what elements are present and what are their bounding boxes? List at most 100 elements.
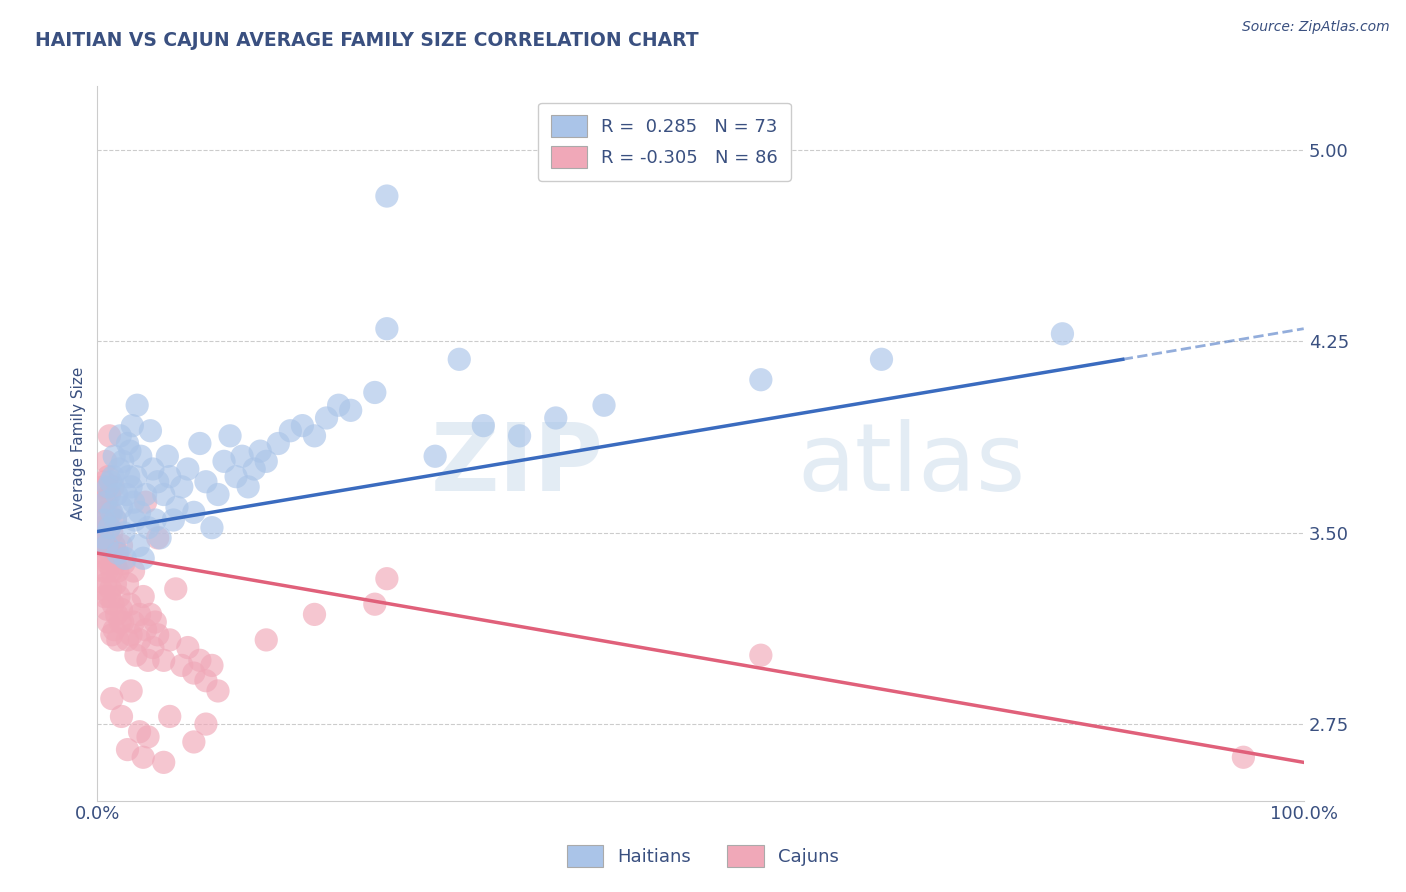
Point xyxy=(117,632,139,647)
Point xyxy=(125,648,148,663)
Point xyxy=(194,673,217,688)
Point xyxy=(146,475,169,489)
Point xyxy=(143,513,166,527)
Point xyxy=(94,495,117,509)
Legend: R =  0.285   N = 73, R = -0.305   N = 86: R = 0.285 N = 73, R = -0.305 N = 86 xyxy=(538,103,790,181)
Point xyxy=(291,418,314,433)
Point xyxy=(98,590,121,604)
Text: ZIP: ZIP xyxy=(432,419,605,511)
Point xyxy=(96,564,118,578)
Point xyxy=(165,582,187,596)
Point xyxy=(98,521,121,535)
Point xyxy=(120,480,142,494)
Point xyxy=(110,615,132,629)
Point xyxy=(112,525,135,540)
Point xyxy=(101,505,124,519)
Point xyxy=(122,495,145,509)
Point xyxy=(243,462,266,476)
Point xyxy=(142,462,165,476)
Point xyxy=(124,513,146,527)
Point xyxy=(304,429,326,443)
Point xyxy=(96,495,118,509)
Point xyxy=(544,411,567,425)
Point xyxy=(870,352,893,367)
Point xyxy=(96,539,118,553)
Point xyxy=(201,658,224,673)
Point xyxy=(339,403,361,417)
Point xyxy=(254,632,277,647)
Point xyxy=(188,436,211,450)
Point xyxy=(108,462,131,476)
Point xyxy=(128,724,150,739)
Point xyxy=(101,597,124,611)
Point xyxy=(101,480,124,494)
Point xyxy=(110,602,132,616)
Point xyxy=(128,632,150,647)
Point xyxy=(98,521,121,535)
Point xyxy=(100,475,122,489)
Point xyxy=(183,735,205,749)
Point xyxy=(104,557,127,571)
Point xyxy=(112,557,135,571)
Point xyxy=(139,607,162,622)
Legend: Haitians, Cajuns: Haitians, Cajuns xyxy=(560,838,846,874)
Point xyxy=(135,495,157,509)
Point xyxy=(183,666,205,681)
Point xyxy=(236,480,259,494)
Point xyxy=(100,582,122,596)
Point xyxy=(101,525,124,540)
Point xyxy=(100,505,122,519)
Point xyxy=(156,449,179,463)
Point xyxy=(136,653,159,667)
Point xyxy=(96,539,118,553)
Point xyxy=(472,418,495,433)
Point xyxy=(93,564,115,578)
Point xyxy=(93,531,115,545)
Point xyxy=(104,513,127,527)
Point xyxy=(103,623,125,637)
Point xyxy=(328,398,350,412)
Point xyxy=(94,513,117,527)
Point xyxy=(127,539,149,553)
Point xyxy=(110,500,132,515)
Point xyxy=(97,469,120,483)
Point xyxy=(94,576,117,591)
Point xyxy=(97,557,120,571)
Point xyxy=(364,597,387,611)
Point xyxy=(231,449,253,463)
Point xyxy=(159,632,181,647)
Point xyxy=(170,480,193,494)
Point xyxy=(315,411,337,425)
Point xyxy=(135,487,157,501)
Point xyxy=(89,539,111,553)
Point xyxy=(139,424,162,438)
Point xyxy=(97,480,120,494)
Point xyxy=(212,454,235,468)
Point xyxy=(101,691,124,706)
Point xyxy=(593,398,616,412)
Point xyxy=(91,525,114,540)
Point xyxy=(304,607,326,622)
Point xyxy=(142,640,165,655)
Point xyxy=(93,480,115,494)
Point xyxy=(225,469,247,483)
Point xyxy=(105,546,128,560)
Point xyxy=(97,615,120,629)
Point xyxy=(146,531,169,545)
Point xyxy=(128,607,150,622)
Point xyxy=(129,449,152,463)
Point xyxy=(128,505,150,519)
Point xyxy=(132,551,155,566)
Point xyxy=(118,469,141,483)
Point xyxy=(364,385,387,400)
Point xyxy=(111,615,134,629)
Point xyxy=(121,418,143,433)
Point xyxy=(118,597,141,611)
Text: HAITIAN VS CAJUN AVERAGE FAMILY SIZE CORRELATION CHART: HAITIAN VS CAJUN AVERAGE FAMILY SIZE COR… xyxy=(35,31,699,50)
Point xyxy=(375,189,398,203)
Point xyxy=(110,539,132,553)
Point xyxy=(90,582,112,596)
Point xyxy=(120,684,142,698)
Point xyxy=(108,590,131,604)
Point xyxy=(117,576,139,591)
